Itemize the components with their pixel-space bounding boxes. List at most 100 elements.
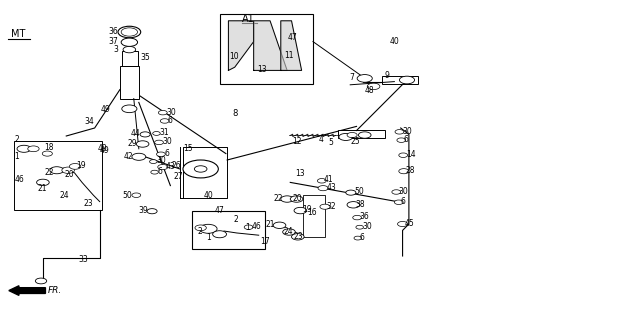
Circle shape <box>392 190 401 194</box>
Circle shape <box>42 151 52 156</box>
Circle shape <box>339 133 353 140</box>
Bar <box>122 51 138 66</box>
Text: 12: 12 <box>292 137 302 146</box>
Circle shape <box>356 225 363 229</box>
Circle shape <box>121 28 138 36</box>
Text: 38: 38 <box>355 200 365 209</box>
Text: 36: 36 <box>109 27 119 36</box>
Circle shape <box>320 204 330 209</box>
Text: 6: 6 <box>164 149 169 158</box>
Circle shape <box>156 152 165 156</box>
Circle shape <box>394 200 403 204</box>
Text: 28: 28 <box>406 166 415 175</box>
Circle shape <box>213 231 227 238</box>
Text: 30: 30 <box>162 137 172 146</box>
Text: 42: 42 <box>124 152 133 161</box>
Bar <box>14 141 102 210</box>
Circle shape <box>158 164 168 170</box>
Text: 30: 30 <box>362 222 372 231</box>
Text: 20: 20 <box>293 194 302 203</box>
Text: 30: 30 <box>398 187 408 196</box>
Text: 49: 49 <box>100 146 109 155</box>
Circle shape <box>354 236 362 240</box>
Text: A1: A1 <box>242 14 254 24</box>
Circle shape <box>395 130 404 134</box>
Circle shape <box>28 146 39 152</box>
Text: 21: 21 <box>37 184 47 193</box>
Text: 19: 19 <box>302 205 312 214</box>
Text: 14: 14 <box>406 150 415 159</box>
Circle shape <box>199 224 217 233</box>
Text: 43: 43 <box>166 162 175 171</box>
Circle shape <box>69 164 81 169</box>
Text: 22: 22 <box>44 168 54 177</box>
Circle shape <box>244 225 253 229</box>
Text: 39: 39 <box>139 206 148 215</box>
Text: 9: 9 <box>385 71 390 80</box>
Circle shape <box>318 186 328 191</box>
Circle shape <box>183 160 218 178</box>
Circle shape <box>357 75 372 82</box>
Text: 17: 17 <box>260 237 269 246</box>
Text: 6: 6 <box>401 197 406 206</box>
Text: 32: 32 <box>327 202 336 211</box>
Circle shape <box>398 221 408 227</box>
Circle shape <box>150 160 157 164</box>
Circle shape <box>292 234 304 240</box>
Text: 35: 35 <box>140 53 150 62</box>
Circle shape <box>353 215 362 220</box>
Text: 46: 46 <box>15 175 24 184</box>
Text: 37: 37 <box>109 37 119 46</box>
Text: 2: 2 <box>198 228 203 236</box>
Circle shape <box>17 145 31 152</box>
Text: 6: 6 <box>404 135 409 144</box>
Text: 48: 48 <box>365 86 374 95</box>
Text: 30: 30 <box>156 156 166 165</box>
Circle shape <box>283 229 295 235</box>
Circle shape <box>158 110 167 115</box>
Text: 44: 44 <box>131 129 140 138</box>
Circle shape <box>118 26 141 38</box>
Text: 41: 41 <box>324 175 333 184</box>
Circle shape <box>132 193 141 197</box>
Text: 47: 47 <box>288 33 297 42</box>
Text: 24: 24 <box>284 227 293 236</box>
Bar <box>220 14 313 84</box>
Circle shape <box>35 278 47 284</box>
Text: 46: 46 <box>251 222 261 231</box>
Text: 24: 24 <box>60 191 69 200</box>
Text: 5: 5 <box>329 138 334 147</box>
Bar <box>120 66 139 99</box>
Text: 50: 50 <box>354 188 363 196</box>
Text: 1: 1 <box>245 223 250 232</box>
Text: 8: 8 <box>232 109 238 118</box>
Text: 23: 23 <box>83 199 93 208</box>
Circle shape <box>367 83 380 90</box>
Circle shape <box>37 179 49 186</box>
Text: 16: 16 <box>307 208 317 217</box>
Text: 27: 27 <box>174 172 183 180</box>
Text: 29: 29 <box>128 139 138 148</box>
Text: 6: 6 <box>360 233 365 242</box>
Text: 2: 2 <box>15 135 20 144</box>
Circle shape <box>358 132 371 138</box>
Text: 10: 10 <box>229 52 239 60</box>
Circle shape <box>281 196 293 202</box>
Circle shape <box>290 196 303 202</box>
Circle shape <box>317 179 326 183</box>
Text: 21: 21 <box>266 220 275 229</box>
FancyArrow shape <box>9 286 45 295</box>
Text: 20: 20 <box>65 170 74 179</box>
Bar <box>338 130 385 138</box>
Text: 36: 36 <box>360 212 369 221</box>
Circle shape <box>62 167 74 173</box>
Text: 13: 13 <box>295 169 305 178</box>
Circle shape <box>50 167 64 174</box>
Text: 7: 7 <box>350 73 355 82</box>
Circle shape <box>151 170 158 174</box>
Text: 6: 6 <box>168 116 173 125</box>
Text: 47: 47 <box>215 206 224 215</box>
Circle shape <box>397 138 406 142</box>
Circle shape <box>399 169 409 174</box>
Text: 18: 18 <box>44 143 54 152</box>
